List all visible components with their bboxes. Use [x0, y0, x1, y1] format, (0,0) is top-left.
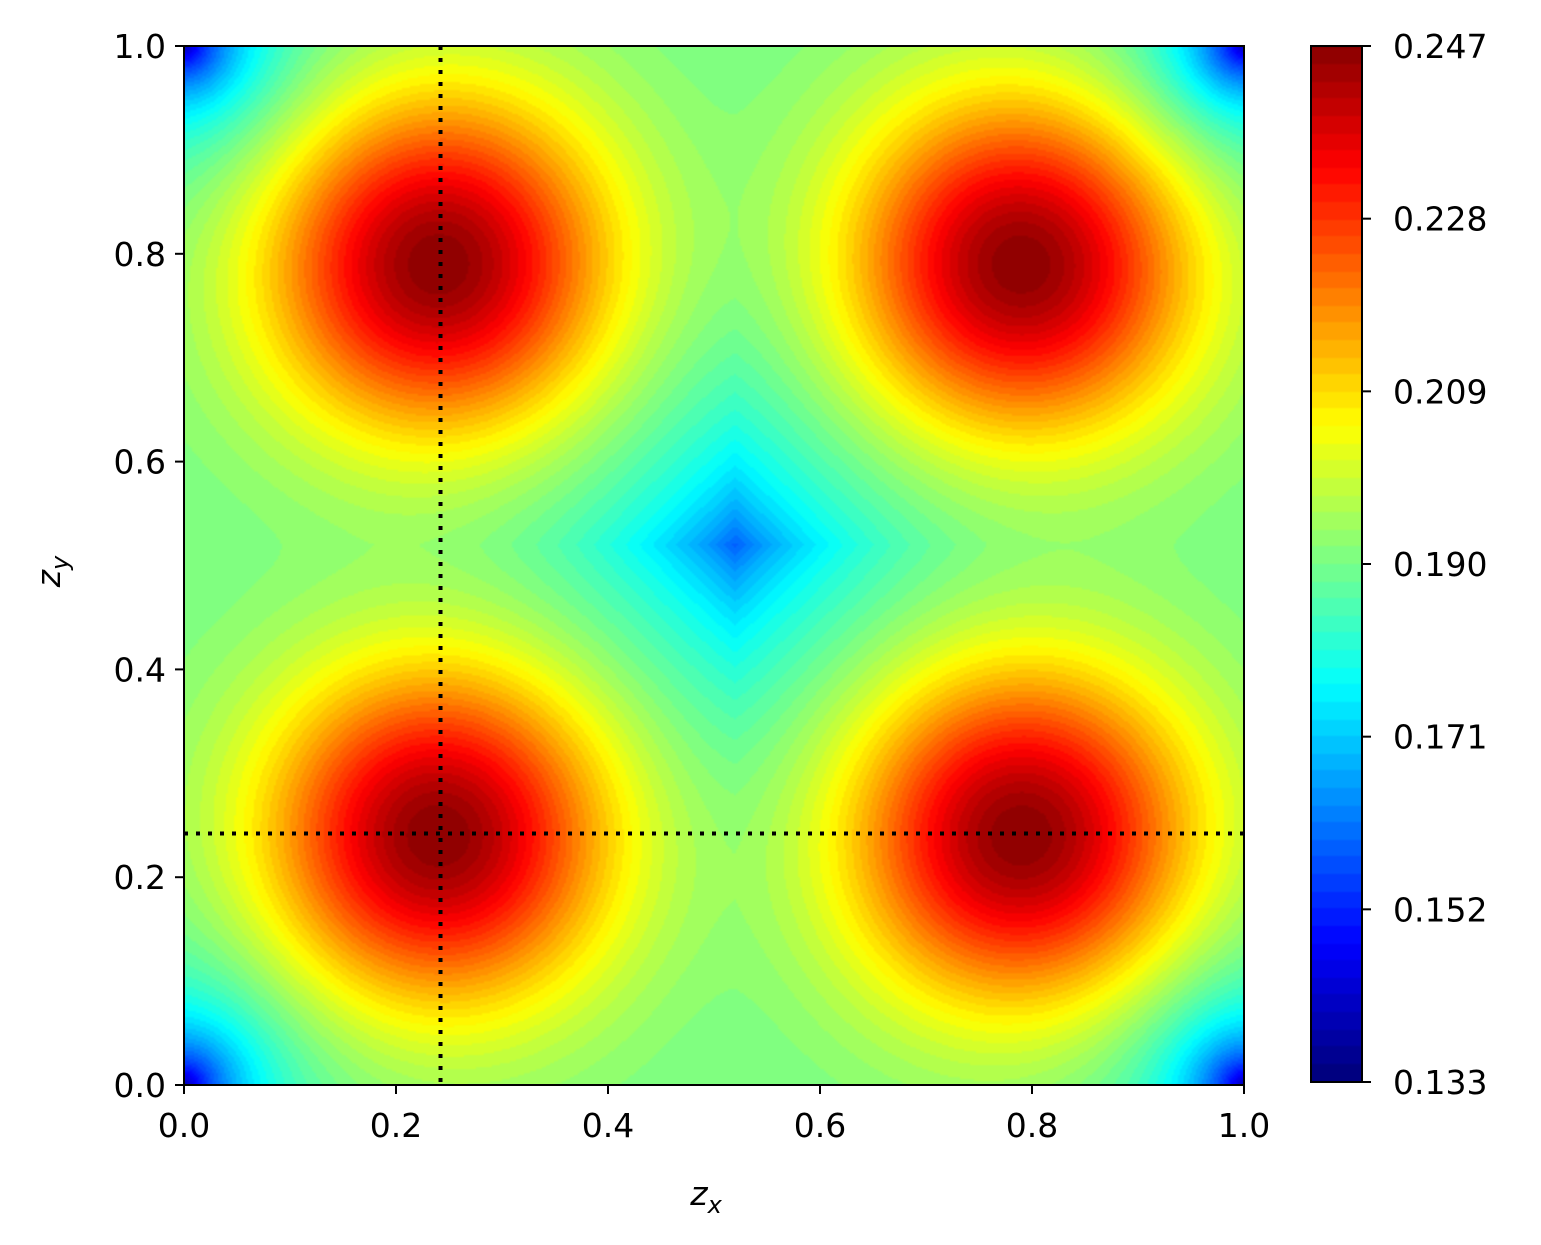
x-tick-label: 0.4	[582, 1106, 634, 1145]
y-tick-label: 0.4	[114, 650, 166, 689]
x-tick-label: 0.0	[158, 1106, 210, 1145]
heatmap-plot-area	[184, 46, 1244, 1085]
x-axis-label-subscript: x	[707, 1191, 723, 1219]
y-axis-label-subscript: y	[46, 555, 74, 571]
x-tick-label: 1.0	[1218, 1106, 1270, 1145]
colorbar-tick-label: 0.190	[1393, 545, 1487, 584]
x-tick-label: 0.8	[1006, 1106, 1058, 1145]
y-tick-label: 1.0	[114, 27, 166, 66]
x-tick-label: 0.2	[370, 1106, 422, 1145]
y-tick-label: 0.8	[114, 235, 166, 274]
colorbar-frame	[1310, 45, 1363, 1083]
colorbar-tick-label: 0.247	[1393, 27, 1487, 66]
colorbar-tick-label: 0.152	[1393, 890, 1487, 929]
y-axis-label: zy	[29, 555, 74, 588]
x-tick-label: 0.6	[794, 1106, 846, 1145]
y-tick-label: 0.0	[114, 1066, 166, 1105]
colorbar-tick-label: 0.209	[1393, 372, 1487, 411]
plot-frame	[183, 45, 1245, 1086]
colorbar-tick-label: 0.133	[1393, 1063, 1487, 1102]
colorbar-gradient	[1311, 46, 1362, 1082]
colorbar-tick-label: 0.171	[1393, 718, 1487, 757]
y-tick-label: 0.2	[114, 858, 166, 897]
x-axis-label: zx	[689, 1174, 722, 1219]
y-tick-label: 0.6	[114, 443, 166, 482]
colorbar-tick-label: 0.228	[1393, 200, 1487, 239]
